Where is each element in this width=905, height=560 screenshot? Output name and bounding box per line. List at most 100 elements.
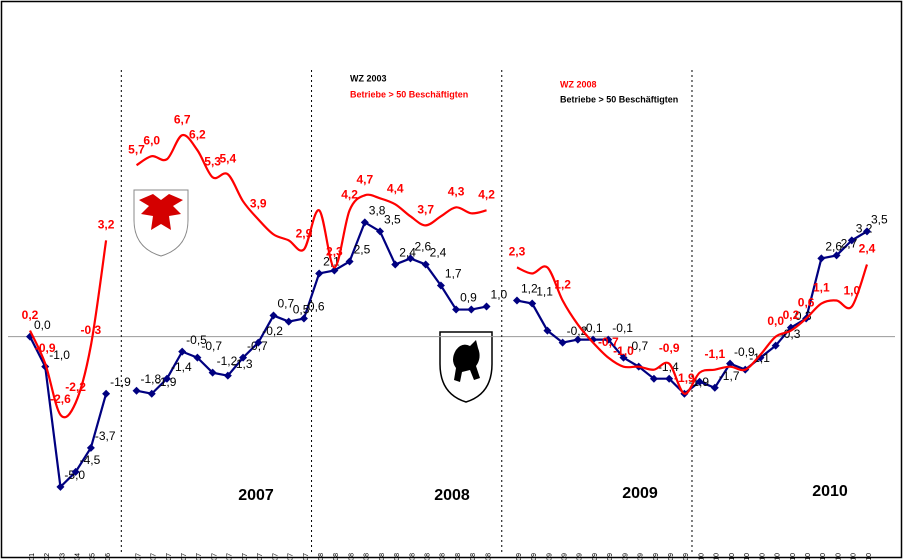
x-tick-label: Jun 09 — [592, 553, 599, 560]
data-label: 6,0 — [143, 133, 160, 147]
x-tick-label: Jul 07 — [227, 553, 234, 560]
annotation: WZ 2003 — [350, 73, 387, 83]
data-label: 1,2 — [554, 278, 571, 292]
point-marker — [863, 227, 871, 236]
x-tick-label: Nov 09 — [668, 553, 675, 560]
point-marker — [573, 335, 582, 344]
data-label: -0,9 — [35, 341, 56, 355]
data-label: -1,0 — [613, 344, 634, 358]
x-tick-label: 2001 — [29, 553, 36, 560]
point-marker — [71, 467, 80, 476]
x-tick-label: Apr 09 — [561, 553, 568, 560]
data-label: -0,3 — [780, 327, 801, 341]
x-tick-label: 2003 — [59, 553, 66, 560]
data-label: 4,2 — [341, 187, 358, 201]
data-label: 0,2 — [783, 308, 800, 322]
point-marker — [391, 260, 400, 269]
data-label: 2,3 — [509, 245, 526, 259]
x-tick-label: 2004 — [74, 553, 81, 560]
x-tick-label: Okt 08 — [455, 553, 462, 560]
point-marker — [482, 302, 491, 311]
x-tick-label: Apr 07 — [181, 553, 188, 560]
point-marker — [847, 236, 856, 245]
x-tick-label: Mai 09 — [577, 553, 584, 560]
x-tick-label: Jul 09 — [607, 553, 614, 560]
point-marker — [330, 266, 339, 275]
data-label: 2,3 — [326, 245, 343, 259]
annotation: Betriebe > 50 Beschäftigten — [350, 89, 468, 99]
data-label: -1,0 — [49, 348, 70, 362]
data-label: 2,4 — [859, 242, 876, 256]
data-label: 0,7 — [277, 297, 294, 311]
x-tick-label: Apr 10 — [744, 553, 751, 560]
point-marker — [360, 218, 369, 227]
point-marker — [817, 254, 826, 263]
x-tick-label: Jan 09 — [516, 553, 523, 560]
x-tick-label: Mai 08 — [379, 553, 386, 560]
data-label: 1,0 — [843, 284, 860, 298]
x-tick-label: Sep 09 — [638, 553, 645, 560]
data-label: 4,4 — [387, 181, 404, 195]
data-label: -0,7 — [598, 335, 619, 349]
point-marker — [132, 386, 141, 395]
data-label: -3,7 — [95, 429, 116, 443]
data-label: 5,3 — [204, 154, 221, 168]
data-label: -1,3 — [232, 357, 253, 371]
point-marker — [254, 338, 263, 347]
data-label: 3,9 — [250, 197, 267, 211]
year-label: 2007 — [238, 487, 274, 504]
point-marker — [345, 257, 354, 266]
data-label: 2,6 — [414, 240, 431, 254]
data-label: 1,2 — [521, 282, 538, 296]
data-label: -0,9 — [659, 341, 680, 355]
data-label: 3,8 — [369, 204, 386, 218]
data-label: -2,6 — [50, 392, 71, 406]
data-label: -1,9 — [110, 375, 131, 389]
data-label: -1,1 — [704, 347, 725, 361]
x-tick-label: Feb 07 — [151, 553, 158, 560]
data-label: 3,5 — [384, 213, 401, 227]
x-tick-label: Dez 07 — [303, 553, 310, 560]
data-label: 1,0 — [491, 288, 508, 302]
point-marker — [162, 374, 171, 383]
x-tick-label: Apr 08 — [364, 553, 371, 560]
x-tick-label: Nov 08 — [470, 553, 477, 560]
x-tick-label: Jan 07 — [135, 553, 142, 560]
point-marker — [223, 371, 232, 380]
data-label: -0,2 — [567, 324, 588, 338]
data-label: -1,4 — [171, 360, 192, 374]
point-marker — [421, 260, 430, 269]
x-tick-label: Mrz 09 — [546, 553, 553, 560]
x-tick-label: Dez 10 — [866, 553, 873, 560]
point-marker — [269, 311, 278, 320]
point-marker — [832, 251, 841, 260]
point-marker — [299, 314, 308, 323]
point-marker — [315, 269, 324, 278]
data-label: 2,9 — [296, 227, 313, 241]
data-label: 3,5 — [871, 213, 888, 227]
point-marker — [406, 254, 415, 263]
x-tick-label: Feb 08 — [333, 553, 340, 560]
series-line — [29, 133, 869, 419]
x-tick-label: Mrz 07 — [166, 553, 173, 560]
data-label: 0,0 — [767, 314, 784, 328]
data-label: 5,7 — [128, 142, 145, 156]
x-tick-label: Jun 07 — [211, 553, 218, 560]
data-label: 1,1 — [813, 281, 830, 295]
x-tick-label: Jan 10 — [698, 553, 705, 560]
x-tick-label: Okt 09 — [653, 553, 660, 560]
x-tick-label: Nov 07 — [288, 553, 295, 560]
point-marker — [604, 335, 613, 344]
data-label: 6,2 — [189, 127, 206, 141]
x-tick-label: Sep 10 — [820, 553, 827, 560]
x-tick-label: Mai 10 — [759, 553, 766, 560]
brandenburg-crest — [133, 189, 189, 257]
point-marker — [467, 305, 476, 314]
data-label: -4,5 — [80, 453, 101, 467]
year-label: 2008 — [434, 487, 470, 504]
point-marker — [695, 377, 704, 386]
x-tick-label: Feb 10 — [714, 553, 721, 560]
data-label: -0,3 — [81, 323, 102, 337]
x-tick-label: Sep 08 — [440, 553, 447, 560]
